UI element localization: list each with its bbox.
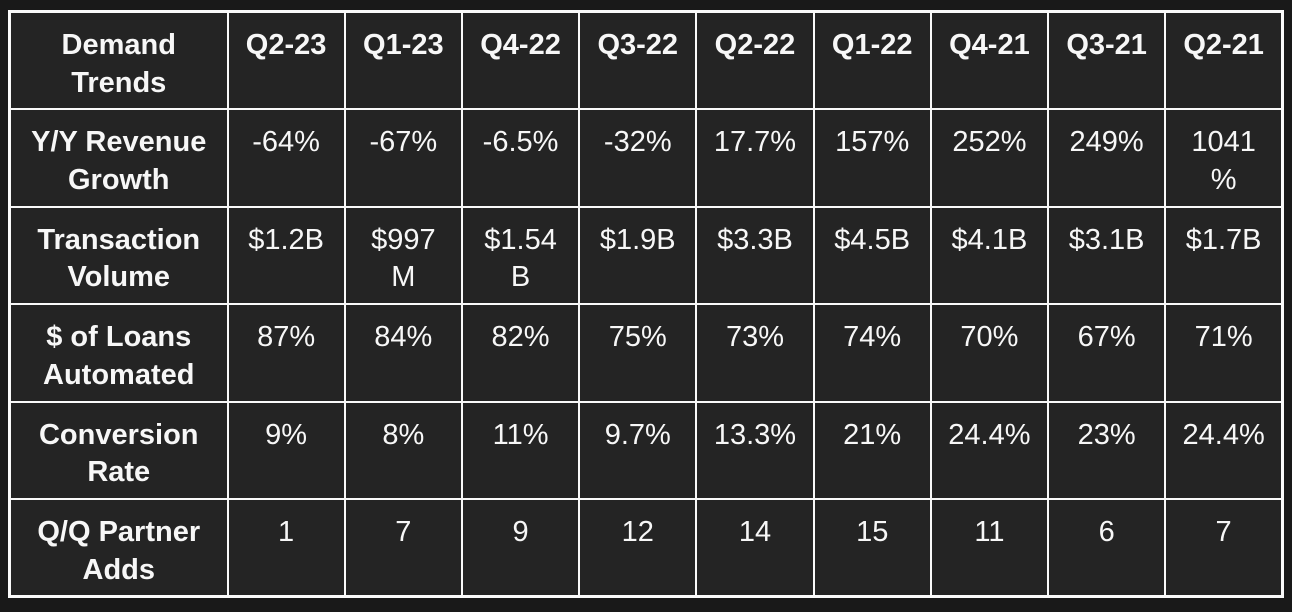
table-cell: 23% [1047, 400, 1167, 500]
table-cell: $1.9B [578, 205, 698, 306]
table-cell: 9% [226, 400, 346, 500]
table-row: $ of Loans Automated 87% 84% 82% 75% 73% 74% 70… [8, 303, 1284, 403]
table-header: Demand Trends Q2-23 Q1-23 Q4-22 Q3-22 Q2-22 Q1… [8, 10, 1284, 111]
table-row: Transaction Volume $1.2B $997 M $1.54 B $1.9… [8, 205, 1284, 306]
row-label: Y/Y Revenue Growth [8, 108, 229, 208]
table-row: Y/Y Revenue Growth -64% -67% -6.5% -32% 17.7%… [8, 108, 1284, 208]
table-cell: 6 [1047, 497, 1167, 598]
row-label: Transaction Volume [8, 205, 229, 306]
table-row: Conversion Rate 9% 8% 11% 9.7% 13.3% 21% 24.4% 2… [8, 400, 1284, 500]
table-cell: 157% [812, 108, 932, 208]
table-cell: 249% [1047, 108, 1167, 208]
row-label: $ of Loans Automated [8, 303, 229, 403]
table-cell: 21% [812, 400, 932, 500]
table-cell: 8% [343, 400, 463, 500]
column-header: Q3-21 [1047, 10, 1167, 111]
table-cell: -6.5% [460, 108, 581, 208]
table-cell: 11 [929, 497, 1050, 598]
table-cell: -67% [343, 108, 463, 208]
table-cell: 7 [1164, 497, 1284, 598]
table-cell: 7 [343, 497, 463, 598]
table-cell: $4.1B [929, 205, 1050, 306]
column-header: Q4-22 [460, 10, 581, 111]
table-cell: $1.54 B [460, 205, 581, 306]
table-cell: $1.2B [226, 205, 346, 306]
table-cell: $1.7B [1164, 205, 1284, 306]
column-header: Q1-22 [812, 10, 932, 111]
row-label: Conversion Rate [8, 400, 229, 500]
table-row: Q/Q Partner Adds 1 7 9 12 14 15 11 6 7 [8, 497, 1284, 598]
table-cell: 70% [929, 303, 1050, 403]
table-cell: 11% [460, 400, 581, 500]
table-cell: $997 M [343, 205, 463, 306]
column-header: Q1-23 [343, 10, 463, 111]
table-cell: 252% [929, 108, 1050, 208]
table-cell: 9.7% [578, 400, 698, 500]
table-cell: 75% [578, 303, 698, 403]
column-header: Q2-22 [695, 10, 815, 111]
demand-trends-table: Demand Trends Q2-23 Q1-23 Q4-22 Q3-22 Q2-22 Q1… [8, 10, 1284, 599]
table-cell: 87% [226, 303, 346, 403]
table-cell: $3.3B [695, 205, 815, 306]
table-cell: 67% [1047, 303, 1167, 403]
row-label: Q/Q Partner Adds [8, 497, 229, 598]
table-cell: $3.1B [1047, 205, 1167, 306]
table-cell: 15 [812, 497, 932, 598]
table-cell: 24.4% [1164, 400, 1284, 500]
table-cell: $4.5B [812, 205, 932, 306]
table-cell: 73% [695, 303, 815, 403]
table-cell: 13.3% [695, 400, 815, 500]
table-cell: 14 [695, 497, 815, 598]
column-header: Q2-21 [1164, 10, 1284, 111]
table-cell: 9 [460, 497, 581, 598]
table-cell: 1 [226, 497, 346, 598]
table-cell: 1041 % [1164, 108, 1284, 208]
table-cell: 84% [343, 303, 463, 403]
table-cell: 24.4% [929, 400, 1050, 500]
column-header: Q3-22 [578, 10, 698, 111]
table-cell: 82% [460, 303, 581, 403]
table-cell: 71% [1164, 303, 1284, 403]
column-header: Q2-23 [226, 10, 346, 111]
column-header: Q4-21 [929, 10, 1050, 111]
header-row: Demand Trends Q2-23 Q1-23 Q4-22 Q3-22 Q2-22 Q1… [8, 10, 1284, 111]
table-cell: 17.7% [695, 108, 815, 208]
table-body: Y/Y Revenue Growth -64% -67% -6.5% -32% 17.7%… [8, 108, 1284, 598]
table-cell: -32% [578, 108, 698, 208]
table-cell: -64% [226, 108, 346, 208]
table-cell: 12 [578, 497, 698, 598]
table-title-cell: Demand Trends [8, 10, 229, 111]
table-cell: 74% [812, 303, 932, 403]
